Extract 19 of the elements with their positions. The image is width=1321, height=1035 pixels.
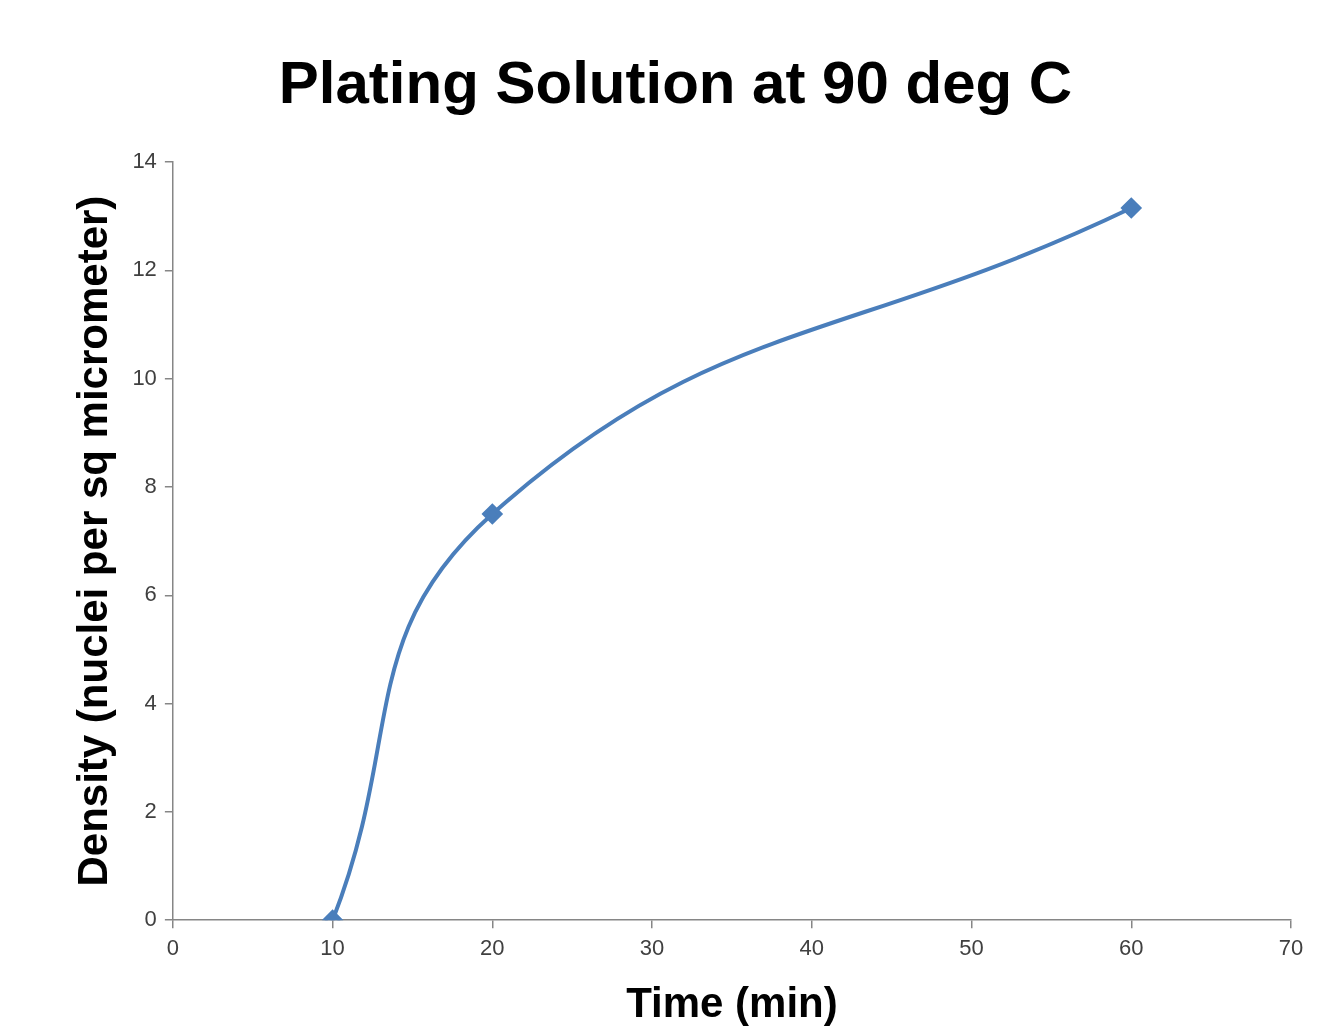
y-tick-label: 14: [132, 148, 157, 174]
y-tick-label: 0: [144, 906, 157, 932]
x-axis-title: Time (min): [626, 979, 838, 1027]
x-tick-label: 60: [1119, 935, 1144, 961]
y-tick-label: 4: [144, 689, 157, 715]
x-tick-label: 30: [639, 935, 665, 961]
x-tick-label: 40: [799, 935, 825, 961]
y-tick-label: 2: [144, 797, 157, 823]
x-tick-label: 20: [480, 935, 505, 961]
y-axis-title: Density (nuclei per sq micrometer): [68, 195, 116, 887]
x-tick-label: 10: [320, 935, 345, 961]
x-tick-label: 70: [1278, 935, 1304, 961]
y-tick-label: 6: [144, 581, 157, 607]
x-tick-label: 50: [959, 935, 984, 961]
x-tick-label: 0: [166, 935, 179, 961]
chart-title: Plating Solution at 90 deg C: [278, 48, 1073, 116]
y-tick-label: 10: [132, 364, 157, 390]
y-tick-label: 12: [132, 256, 157, 282]
y-tick-label: 8: [144, 473, 157, 499]
